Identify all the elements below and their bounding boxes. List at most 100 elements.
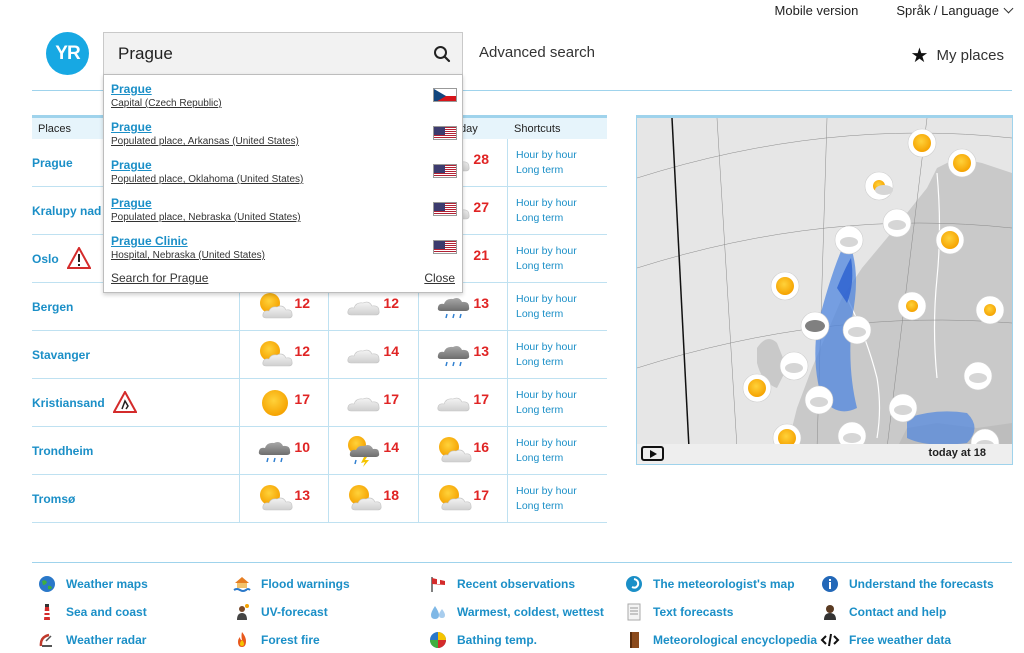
forecast-cell[interactable]: 13 [239, 475, 328, 523]
footer-link[interactable]: Bathing temp. [428, 630, 537, 650]
footer-link[interactable]: Flood warnings [232, 574, 350, 594]
footer-link[interactable]: Weather maps [37, 574, 148, 594]
hour-by-hour-link[interactable]: Hour by hour [516, 293, 577, 305]
hour-by-hour-link[interactable]: Hour by hour [516, 341, 577, 353]
footer-link-label[interactable]: Understand the forecasts [849, 577, 994, 591]
place-name[interactable]: Prague [32, 156, 73, 170]
footer-link-label[interactable]: Weather radar [66, 633, 147, 647]
play-icon[interactable] [641, 446, 664, 461]
footer-link-label[interactable]: Weather maps [66, 577, 148, 591]
place-link[interactable]: Kralupy nad V [32, 187, 113, 235]
forecast-cell[interactable]: 14 [328, 331, 417, 379]
place-name[interactable]: Kralupy nad V [32, 204, 113, 218]
suggestion-name[interactable]: Prague [111, 82, 152, 96]
footer-link[interactable]: UV-forecast [232, 602, 328, 622]
suggestion-item[interactable]: Prague Clinic Hospital, Nebraska (United … [111, 234, 457, 270]
long-term-link[interactable]: Long term [516, 164, 564, 176]
footer-link[interactable]: Warmest, coldest, wettest [428, 602, 604, 622]
road-warning-icon[interactable] [111, 389, 138, 416]
place-link[interactable]: Bergen [32, 283, 73, 331]
hour-by-hour-link[interactable]: Hour by hour [516, 245, 577, 257]
footer-link-label[interactable]: Contact and help [849, 605, 947, 619]
footer-link[interactable]: Text forecasts [624, 602, 733, 622]
footer-link[interactable]: Recent observations [428, 574, 575, 594]
forecast-cell[interactable]: 10 [239, 427, 328, 475]
search-for-link[interactable]: Search for Prague [111, 271, 209, 285]
footer-link[interactable]: Free weather data [820, 630, 951, 650]
mobile-version-link[interactable]: Mobile version [774, 3, 859, 18]
long-term-link[interactable]: Long term [516, 212, 564, 224]
long-term-link[interactable]: Long term [516, 452, 564, 464]
suggestion-name[interactable]: Prague [111, 196, 152, 210]
suggestion-name[interactable]: Prague [111, 158, 152, 172]
footer-link-label[interactable]: Free weather data [849, 633, 952, 647]
place-link[interactable]: Oslo [32, 235, 92, 283]
suggestion-item[interactable]: Prague Populated place, Nebraska (United … [111, 196, 457, 232]
close-link[interactable]: Close [424, 271, 455, 285]
place-link[interactable]: Kristiansand [32, 379, 138, 427]
forecast-cell[interactable]: 12 [328, 283, 417, 331]
footer-link-label[interactable]: Flood warnings [261, 577, 350, 591]
footer-link[interactable]: Forest fire [232, 630, 320, 650]
hour-by-hour-link[interactable]: Hour by hour [516, 389, 577, 401]
footer-link[interactable]: Contact and help [820, 602, 946, 622]
forecast-cell[interactable]: 12 [239, 331, 328, 379]
suggestion-item[interactable]: Prague Populated place, Oklahoma (United … [111, 158, 457, 194]
footer-link-label[interactable]: Forest fire [261, 633, 320, 647]
search-input[interactable] [104, 33, 422, 74]
my-places-link[interactable]: ★ My places [911, 43, 1004, 68]
place-name[interactable]: Bergen [32, 300, 74, 314]
forecast-cell[interactable]: 14 [328, 427, 417, 475]
place-name[interactable]: Kristiansand [32, 396, 105, 410]
footer-link-label[interactable]: Warmest, coldest, wettest [457, 605, 604, 619]
hour-by-hour-link[interactable]: Hour by hour [516, 485, 577, 497]
suggestion-item[interactable]: Prague Populated place, Arkansas (United … [111, 120, 457, 156]
forecast-cell[interactable]: 17 [328, 379, 417, 427]
footer-link-label[interactable]: UV-forecast [261, 605, 328, 619]
place-name[interactable]: Oslo [32, 252, 59, 266]
hour-by-hour-link[interactable]: Hour by hour [516, 149, 577, 161]
hour-by-hour-link[interactable]: Hour by hour [516, 197, 577, 209]
long-term-link[interactable]: Long term [516, 500, 564, 512]
footer-link-label[interactable]: Text forecasts [653, 605, 734, 619]
forecast-cell[interactable]: 13 [418, 331, 507, 379]
footer-link[interactable]: The meteorologist's map [624, 574, 795, 594]
place-link[interactable]: Stavanger [32, 331, 90, 379]
place-name[interactable]: Stavanger [32, 348, 91, 362]
warning-triangle-icon[interactable] [65, 245, 92, 272]
forecast-cell[interactable]: 17 [418, 475, 507, 523]
forecast-cell[interactable]: 13 [418, 283, 507, 331]
footer-link[interactable]: Weather radar [37, 630, 146, 650]
advanced-search-link[interactable]: Advanced search [479, 44, 595, 61]
suggestion-item[interactable]: Prague Capital (Czech Republic) [111, 82, 457, 118]
forecast-cell[interactable]: 18 [328, 475, 417, 523]
place-link[interactable]: Trondheim [32, 427, 93, 475]
footer-link-label[interactable]: Sea and coast [66, 605, 147, 619]
footer-link[interactable]: Sea and coast [37, 602, 147, 622]
forecast-cell[interactable]: 12 [239, 283, 328, 331]
place-link[interactable]: Prague [32, 139, 73, 187]
place-name[interactable]: Trondheim [32, 444, 94, 458]
long-term-link[interactable]: Long term [516, 308, 564, 320]
suggestion-name[interactable]: Prague [111, 120, 152, 134]
suggestion-name[interactable]: Prague Clinic [111, 234, 188, 248]
long-term-link[interactable]: Long term [516, 356, 564, 368]
weather-map[interactable]: today at 18 [636, 115, 1013, 465]
place-link[interactable]: Tromsø [32, 475, 75, 523]
hour-by-hour-link[interactable]: Hour by hour [516, 437, 577, 449]
yr-logo[interactable]: YR [46, 32, 89, 75]
footer-link-label[interactable]: Recent observations [457, 577, 576, 591]
long-term-link[interactable]: Long term [516, 260, 564, 272]
forecast-cell[interactable]: 17 [418, 379, 507, 427]
forecast-cell[interactable]: 17 [239, 379, 328, 427]
footer-link-label[interactable]: Meteorological encyclopedia [653, 633, 818, 647]
search-icon[interactable] [422, 34, 462, 74]
footer-link[interactable]: Understand the forecasts [820, 574, 994, 594]
forecast-cell[interactable]: 16 [418, 427, 507, 475]
place-name[interactable]: Tromsø [32, 492, 76, 506]
long-term-link[interactable]: Long term [516, 404, 564, 416]
footer-link-label[interactable]: Bathing temp. [457, 633, 537, 647]
language-selector[interactable]: Språk / Language [896, 3, 1014, 18]
footer-link-label[interactable]: The meteorologist's map [653, 577, 795, 591]
footer-link[interactable]: Meteorological encyclopedia [624, 630, 817, 650]
